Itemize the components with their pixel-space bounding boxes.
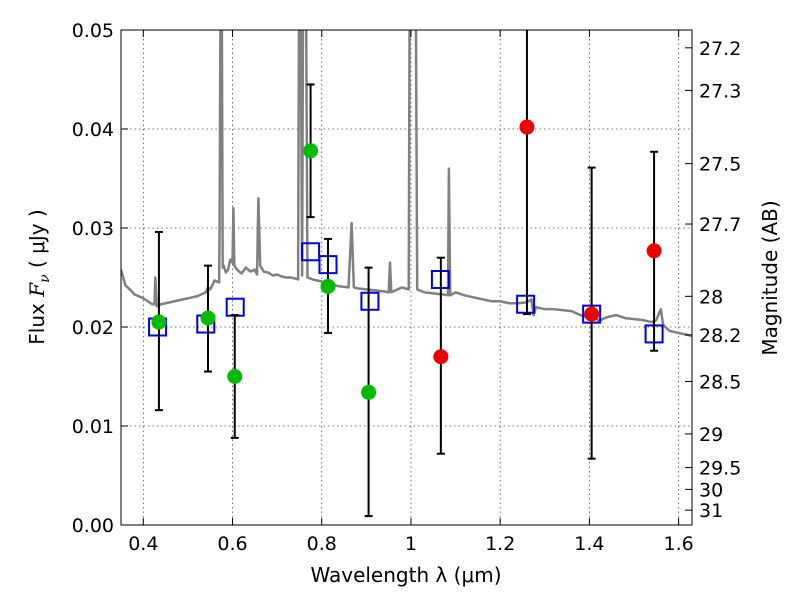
plot-frame <box>120 29 693 526</box>
y-tick-label: 0.02 <box>72 317 114 339</box>
y2-tick-label: 29.5 <box>699 458 741 480</box>
photometry-point <box>519 119 535 135</box>
y2-axis-title: Magnitude (AB) <box>758 200 782 355</box>
photometry-point <box>151 314 167 330</box>
photometry-point <box>361 384 377 400</box>
y-tick-label: 0.05 <box>72 20 114 42</box>
y-tick-label: 0.04 <box>72 119 114 141</box>
photometry-point <box>200 310 216 326</box>
x-tick-label: 1.2 <box>485 533 515 555</box>
x-tick-label: 1 <box>405 533 417 555</box>
y2-tick-label: 28 <box>699 286 723 308</box>
y2-tick-label: 27.2 <box>699 38 741 60</box>
photometry-point <box>320 278 336 294</box>
errorbar-layer <box>148 30 664 518</box>
x-tick-label: 1.6 <box>664 533 694 555</box>
x-tick-label: 0.4 <box>128 533 158 555</box>
y2-tick-label: 31 <box>699 500 723 522</box>
photometry-point <box>646 243 662 259</box>
photometry-point <box>227 369 243 384</box>
y-axis-title-prefix: Flux <box>25 297 49 345</box>
y-axis-title-suffix: ( μJy ) <box>25 209 49 274</box>
photometry-point <box>303 143 319 159</box>
photometry-point <box>584 306 600 322</box>
y-tick-label: 0.00 <box>72 515 114 537</box>
grid <box>121 30 692 525</box>
photometry-point <box>433 349 449 365</box>
y2-tick-label: 27.3 <box>699 80 741 102</box>
y-axis-title: Flux Fν ( μJy ) <box>25 209 53 344</box>
y2-tick-label: 30 <box>699 479 723 501</box>
y2-tick-label: 28.2 <box>699 325 741 347</box>
y-tick-label: 0.03 <box>72 218 114 240</box>
y2-tick-label: 27.7 <box>699 214 741 236</box>
y2-tick-label: 28.5 <box>699 371 741 393</box>
y-axis-title-sub: ν <box>37 274 53 283</box>
x-axis-title: Wavelength λ (μm) <box>310 563 501 587</box>
model-square-marker <box>516 294 536 314</box>
x-tick-label: 0.6 <box>217 533 247 555</box>
plot-background <box>121 30 692 525</box>
y-axis-title-var: F <box>25 282 49 298</box>
model-square-marker <box>301 242 321 262</box>
y2-tick-label: 27.5 <box>699 154 741 176</box>
y-tick-label: 0.01 <box>72 416 114 438</box>
x-tick-label: 1.4 <box>574 533 604 555</box>
model-square-marker <box>360 291 380 311</box>
ticks: 0.4 0.6 0.8 1 1.2 1.4 1.6 0.00 0.01 0.02 0.03 0.04 0… <box>72 20 742 555</box>
x-tick-label: 0.8 <box>307 533 337 555</box>
y2-tick-label: 29 <box>699 424 723 446</box>
